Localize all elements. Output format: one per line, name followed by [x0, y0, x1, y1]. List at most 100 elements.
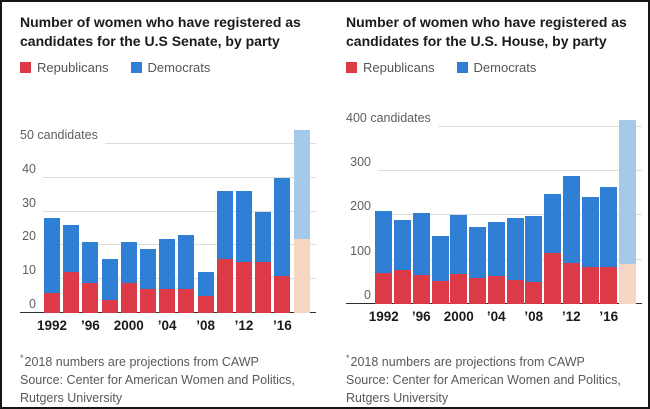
- republicans-legend-label: Republicans: [363, 60, 435, 75]
- house-chart-title: Number of women who have registered as c…: [346, 14, 627, 49]
- bar-2014-democrats: [255, 211, 272, 263]
- x-tick-label: 2000: [113, 318, 144, 333]
- bar-2002-republicans: [469, 278, 486, 304]
- house-footer: *2018 numbers are projections from CAWP …: [346, 349, 648, 407]
- y-tick-label: 200: [350, 199, 371, 214]
- bar-1994-republicans: [394, 270, 411, 304]
- bar-2012-democrats: [562, 175, 580, 263]
- gridline: [438, 125, 642, 127]
- bar-2000-republicans: [120, 282, 137, 313]
- democrats-legend-swatch-icon: [130, 62, 142, 73]
- x-tick-label: ’96: [81, 318, 100, 333]
- bar-2006-republicans: [506, 279, 524, 304]
- footnote-marker: *: [346, 353, 350, 363]
- x-tick-label: ’16: [599, 309, 619, 324]
- bar-2016-democrats: [600, 187, 618, 268]
- bar-2012-republicans: [236, 262, 252, 313]
- bar-1992-democrats: [375, 210, 393, 273]
- bar-1996-democrats: [412, 213, 430, 275]
- x-tick-label: ’08: [524, 309, 544, 324]
- democrats-legend-label: Democrats: [147, 60, 211, 75]
- y-tick-label: 50 candidates: [20, 128, 98, 142]
- x-tick-label: ’16: [273, 318, 292, 333]
- bar-1996-republicans: [412, 274, 430, 304]
- bar-2014-democrats: [581, 197, 599, 268]
- gridline: [105, 143, 316, 144]
- bar-2018-democrats: [293, 130, 310, 239]
- bar-2018-republicans: [293, 238, 310, 313]
- bar-2002-democrats: [140, 248, 156, 290]
- bar-2008-democrats: [197, 272, 214, 297]
- footnote-marker: *: [20, 353, 24, 363]
- bar-2016-republicans: [274, 275, 291, 313]
- y-tick-label: 100: [350, 243, 371, 258]
- republicans-legend-label: Republicans: [37, 60, 109, 75]
- bar-2004-democrats: [487, 221, 505, 276]
- bar-2006-democrats: [178, 235, 195, 290]
- bar-2006-democrats: [506, 217, 524, 280]
- gridline: [378, 214, 642, 216]
- senate-chart-panel: Number of women who have registered as c…: [2, 2, 328, 407]
- footnote-text: 2018 numbers are projections from CAWP: [350, 355, 585, 370]
- source-line: Source: Center for American Women and Po…: [20, 373, 295, 406]
- bar-2018-democrats: [619, 120, 637, 265]
- bar-2016-democrats: [274, 177, 291, 276]
- bar-1994-democrats: [63, 225, 80, 273]
- footnote: *2018 numbers are projections from CAWP: [20, 349, 322, 371]
- bar-1998-democrats: [101, 258, 118, 300]
- x-tick-label: ’12: [561, 309, 581, 324]
- senate-legend: Republicans Democrats: [20, 60, 210, 75]
- x-tick-label: 2000: [443, 309, 474, 324]
- bar-1992-republicans: [375, 273, 393, 304]
- bar-1998-republicans: [101, 299, 118, 313]
- x-tick-label: ’08: [196, 318, 215, 333]
- bar-2008-republicans: [525, 282, 543, 304]
- bar-2008-democrats: [525, 215, 543, 283]
- y-tick-label: 30: [22, 195, 36, 210]
- house-chart-panel: Number of women who have registered as c…: [328, 2, 648, 407]
- bar-2014-republicans: [255, 262, 272, 313]
- house-legend: Republicans Democrats: [346, 60, 536, 75]
- bar-2016-republicans: [600, 267, 618, 304]
- bar-2000-democrats: [120, 242, 137, 283]
- y-tick-label: 300: [350, 154, 371, 169]
- x-tick-label: ’04: [157, 318, 177, 333]
- footnote: *2018 numbers are projections from CAWP: [346, 349, 648, 371]
- senate-plot-area: 50 candidates 40 30 20 10 0 1992 ’96 2000 ’04 ’08 ’…: [20, 124, 316, 333]
- bar-2002-democrats: [469, 226, 486, 279]
- bar-2002-republicans: [140, 289, 156, 313]
- bar-2010-republicans: [544, 253, 562, 304]
- senate-footer: *2018 numbers are projections from CAWP …: [20, 349, 322, 407]
- source-line: Source: Center for American Women and Po…: [346, 373, 621, 406]
- x-tick-label: ’12: [234, 318, 254, 333]
- x-tick-label: ’96: [411, 309, 431, 324]
- senate-chart-title: Number of women who have registered as c…: [20, 14, 301, 49]
- bar-2000-democrats: [450, 214, 468, 275]
- gridline: [43, 210, 316, 212]
- y-tick-label: 400 candidates: [346, 110, 431, 125]
- gridline: [378, 169, 642, 171]
- x-tick-label: 1992: [36, 318, 68, 333]
- y-tick-label: 10: [22, 263, 36, 278]
- republicans-legend-swatch-icon: [346, 62, 357, 73]
- bar-2008-republicans: [197, 296, 214, 313]
- bar-2010-democrats: [216, 191, 233, 259]
- bar-2000-republicans: [450, 274, 468, 304]
- y-tick-label: 0: [29, 297, 36, 311]
- bar-1996-republicans: [82, 282, 99, 313]
- house-plot-area: 400 candidates 300 200 100 0 1992 ’96 2000 ’04 ’0…: [346, 110, 642, 324]
- democrats-legend-swatch-icon: [456, 62, 468, 73]
- bar-2014-republicans: [581, 267, 599, 304]
- bar-2018-republicans: [619, 264, 637, 304]
- republicans-legend-swatch-icon: [20, 62, 31, 73]
- bar-2006-republicans: [178, 289, 195, 313]
- gridline: [43, 176, 316, 178]
- bar-1994-republicans: [63, 272, 80, 313]
- y-tick-label: 0: [364, 288, 371, 302]
- footnote-text: 2018 numbers are projections from CAWP: [24, 355, 259, 370]
- bar-1998-republicans: [431, 280, 449, 304]
- bar-2012-republicans: [562, 262, 580, 304]
- bar-2012-democrats: [236, 191, 252, 263]
- bar-2004-republicans: [487, 275, 505, 304]
